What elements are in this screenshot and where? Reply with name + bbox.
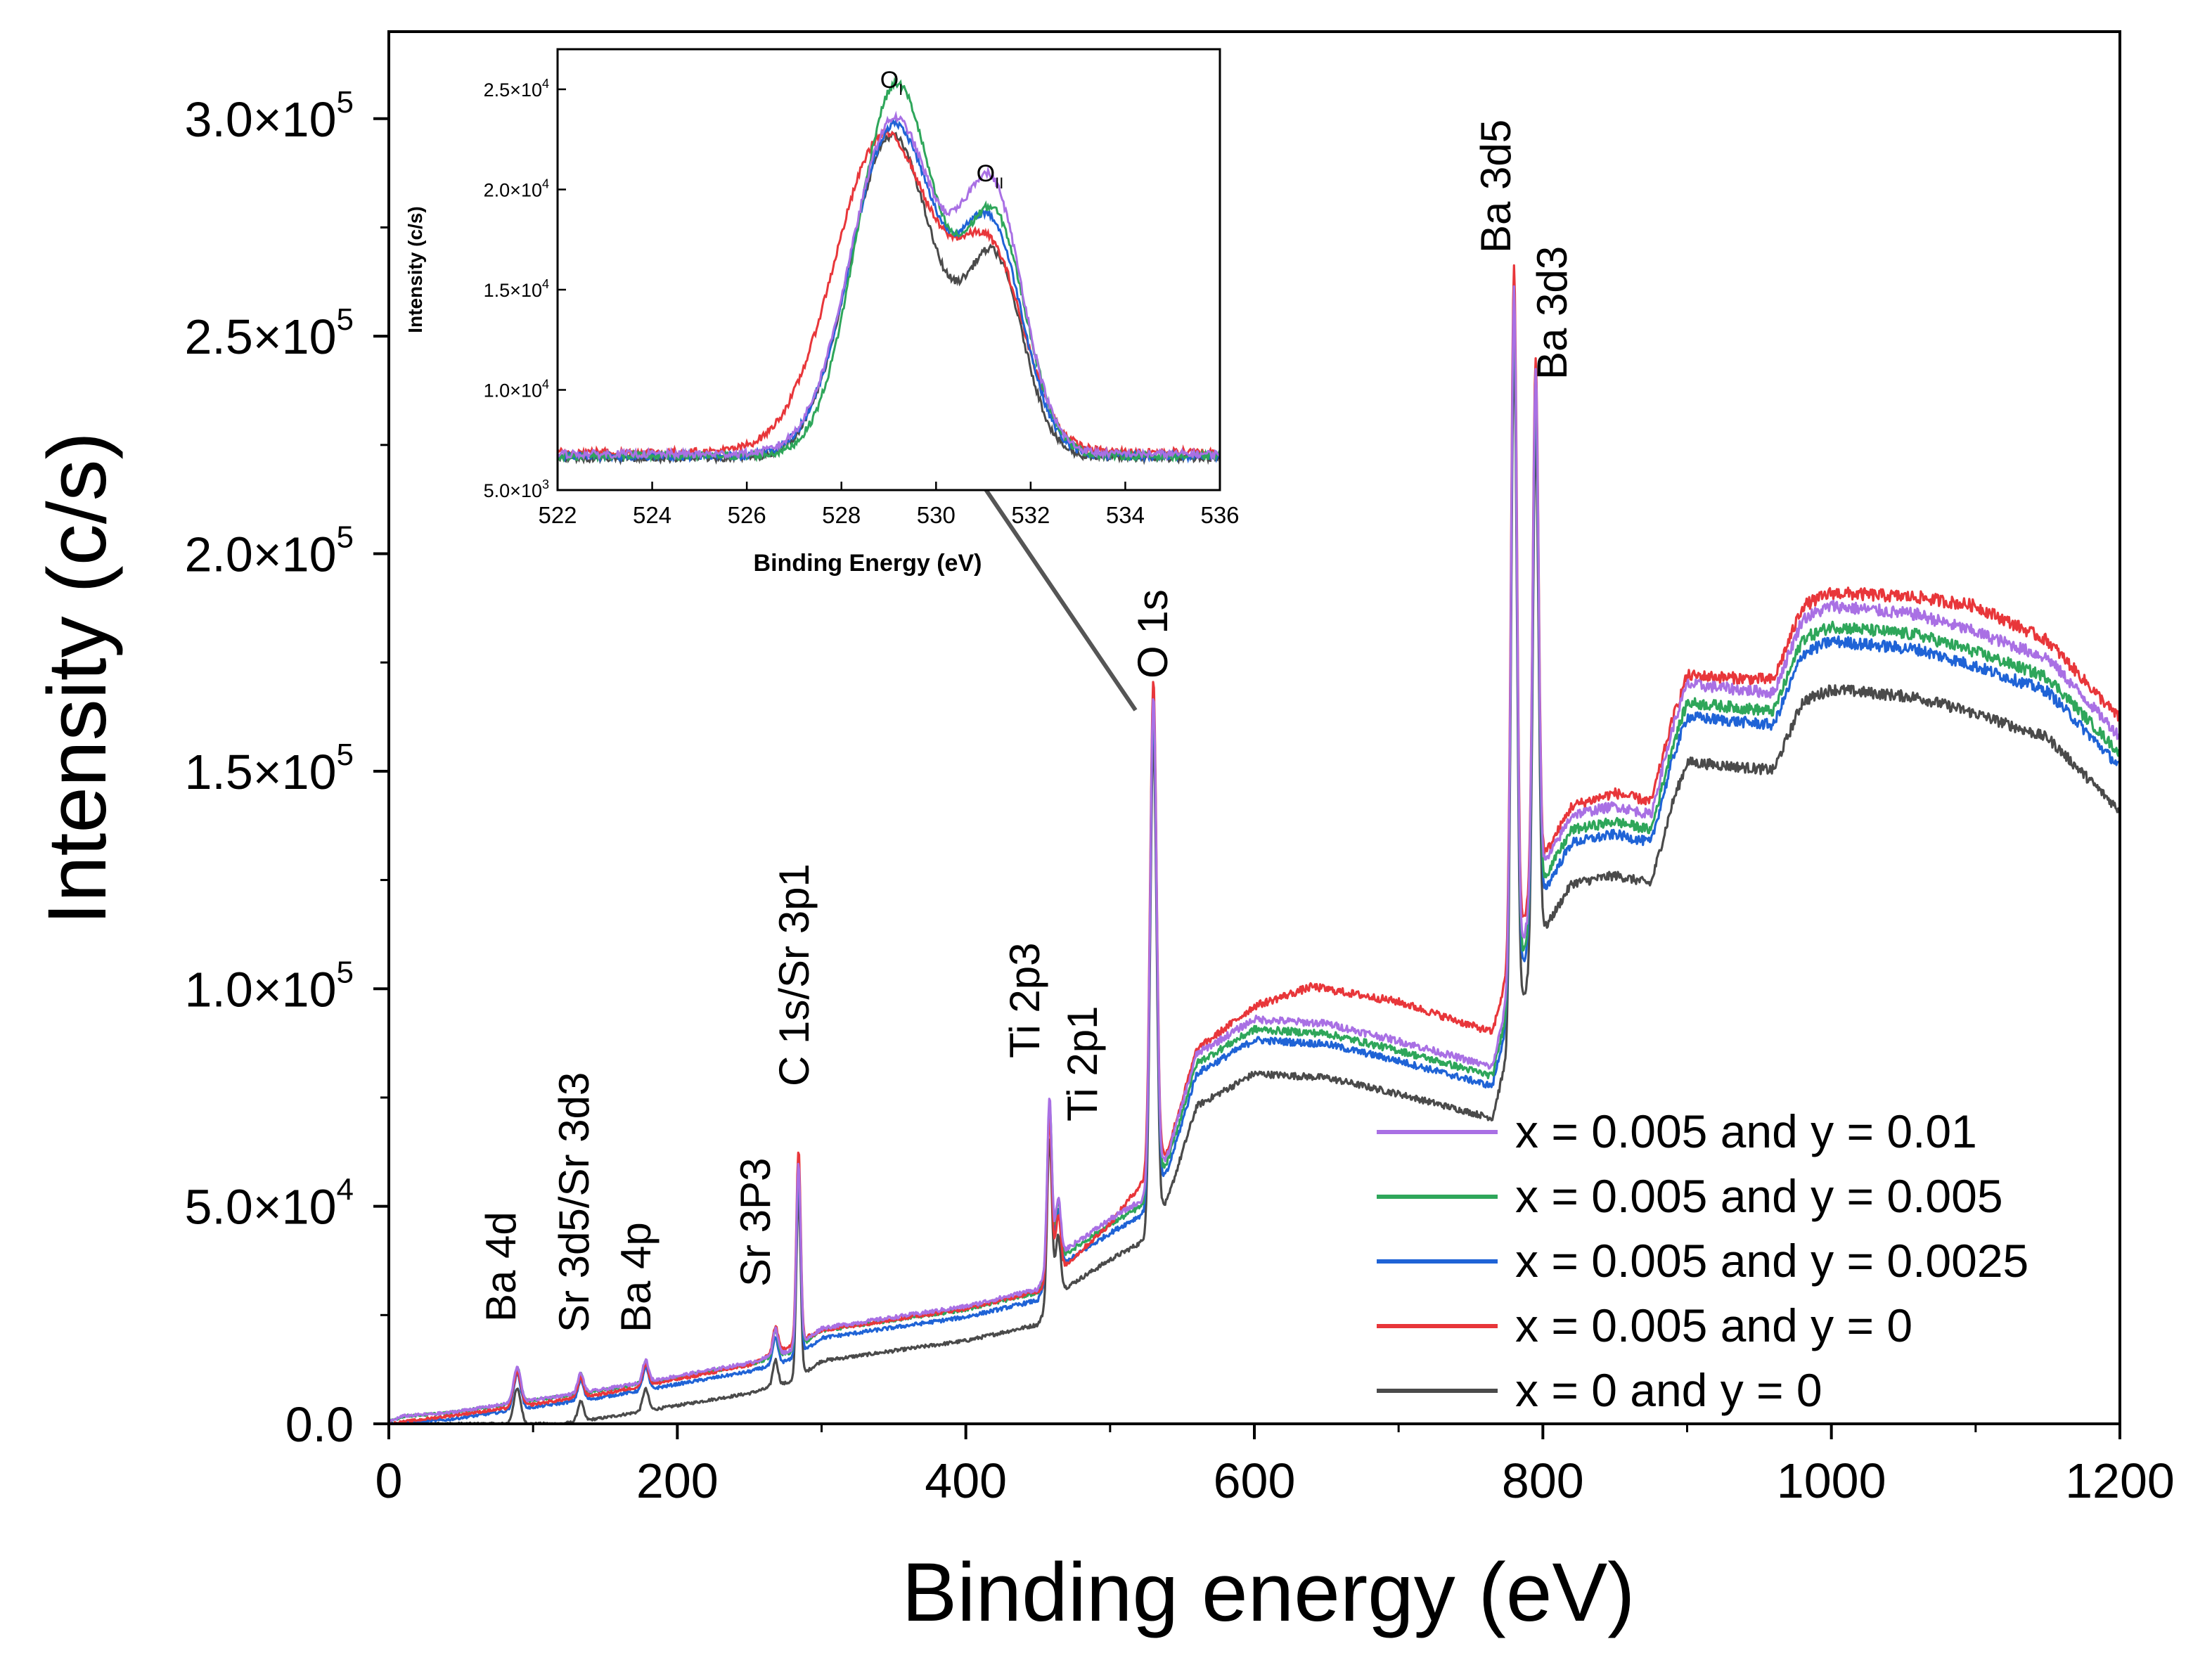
inset-y-tick-label: 5.0×103 <box>484 477 549 501</box>
inset-series-group <box>558 76 1220 465</box>
peak-label: Sr 3d5/Sr 3d3 <box>551 1072 598 1332</box>
peak-label: O 1s <box>1129 589 1176 679</box>
inset-y-axis-label: Intensity (c/s) <box>404 206 426 333</box>
peak-label: Ba 3d5 <box>1472 120 1519 253</box>
inset-x-axis-label: Binding Energy (eV) <box>754 550 982 577</box>
inset-x-tick-label: 524 <box>633 502 671 528</box>
y-tick-mantissa: 2.0×10 <box>184 527 336 582</box>
y-tick-exponent: 4 <box>337 1173 354 1207</box>
inset-y-tick-exponent: 4 <box>542 77 549 91</box>
y-tick-exponent: 5 <box>337 520 354 555</box>
y-tick-label: 2.5×105 <box>184 302 354 364</box>
inset-y-tick-exponent: 4 <box>542 378 549 392</box>
legend: x = 0.005 and y = 0.01 x = 0.005 and y = … <box>1377 1105 2028 1416</box>
y-tick-mantissa: 1.0×10 <box>184 962 336 1017</box>
inset-background <box>558 49 1220 490</box>
y-tick-exponent: 5 <box>337 955 354 989</box>
main-axes: 0 200 400 600 800 1000 12000.05.0×1041.0×1051.… <box>31 30 2175 1639</box>
x-tick-label: 600 <box>1214 1453 1296 1508</box>
inset-x-tick-label: 536 <box>1200 502 1239 528</box>
inset-frame <box>556 48 1221 491</box>
inset-y-tick-mantissa: 1.0×10 <box>484 380 542 401</box>
y-tick-label: 3.0×105 <box>184 85 354 147</box>
inset-x-tick-label: 528 <box>822 502 861 528</box>
inset-peak-label: OI <box>880 67 904 98</box>
y-tick-mantissa: 3.0×10 <box>184 92 336 147</box>
y-tick-label: 2.0×105 <box>184 520 354 582</box>
inset-y-tick-mantissa: 2.5×10 <box>484 79 542 101</box>
inset-series-line-0 <box>558 110 1220 462</box>
series-line-1 <box>389 300 2120 1422</box>
peak-label: Ba 4d <box>477 1211 525 1322</box>
y-tick-mantissa: 0.0 <box>285 1397 354 1452</box>
inset-y-tick-label: 1.0×104 <box>484 378 549 401</box>
inset-peak-label-base: O <box>880 67 899 94</box>
main-series-group <box>389 264 2120 1424</box>
peak-label: Sr 3P3 <box>732 1158 779 1287</box>
y-tick-label: 5.0×104 <box>184 1173 354 1235</box>
y-tick-mantissa: 1.5×10 <box>184 745 336 799</box>
inset-peak-label: OII <box>977 160 1004 192</box>
y-tick-label: 1.0×105 <box>184 955 354 1017</box>
legend-entry-label: x = 0.005 and y = 0 <box>1515 1299 1912 1351</box>
inset-y-tick-mantissa: 2.0×10 <box>484 180 542 201</box>
x-tick-label: 1000 <box>1777 1453 1886 1508</box>
inset-peak-label-sub: II <box>995 174 1003 192</box>
x-tick-label: 400 <box>925 1453 1007 1508</box>
legend-entry-label: x = 0.005 and y = 0.01 <box>1515 1105 1977 1157</box>
x-tick-label: 0 <box>375 1453 403 1508</box>
y-tick-label: 1.5×105 <box>184 738 354 799</box>
peak-label: Ti 2p1 <box>1059 1005 1106 1121</box>
x-tick-label: 200 <box>636 1453 719 1508</box>
y-axis-label: Intensity (c/s) <box>31 432 124 925</box>
inset-y-tick-exponent: 4 <box>542 277 549 291</box>
y-tick-mantissa: 5.0×10 <box>184 1180 336 1235</box>
inset-y-tick-mantissa: 1.5×10 <box>484 280 542 301</box>
inset-x-tick-label: 522 <box>538 502 577 528</box>
main-peak-annotations: Ba 4d Sr 3d5/Sr 3d3 Ba 4p Sr 3P3 C 1s/Sr 3p1… <box>477 120 1576 1332</box>
inset-chart: 522 524 526 528 530 532 534 5365.0×1031.0×1041.… <box>404 48 1240 577</box>
x-axis-label: Binding energy (eV) <box>902 1546 1635 1639</box>
legend-entry-label: x = 0.005 and y = 0.005 <box>1515 1170 2003 1222</box>
peak-label: Ba 3d3 <box>1529 246 1576 380</box>
series-line-2 <box>389 312 2120 1424</box>
peak-label: C 1s/Sr 3p1 <box>771 863 818 1086</box>
inset-peak-label-sub: I <box>899 81 903 98</box>
inset-x-tick-label: 532 <box>1011 502 1050 528</box>
inset-y-tick-exponent: 4 <box>542 177 549 191</box>
series-line-0 <box>389 285 2120 1424</box>
inset-y-tick-label: 2.0×104 <box>484 177 549 201</box>
series-line-3 <box>389 264 2120 1424</box>
y-tick-mantissa: 2.5×10 <box>184 309 336 364</box>
inset-y-tick-label: 1.5×104 <box>484 277 549 301</box>
inset-x-tick-label: 534 <box>1106 502 1145 528</box>
inset-y-tick-label: 2.5×104 <box>484 77 549 101</box>
inset-y-tick-exponent: 3 <box>542 477 549 491</box>
inset-y-tick-mantissa: 5.0×10 <box>484 480 542 501</box>
peak-label: Ba 4p <box>612 1222 660 1332</box>
legend-entry-label: x = 0 and y = 0 <box>1515 1364 1822 1416</box>
series-line-4 <box>389 340 2120 1424</box>
inset-x-tick-label: 526 <box>728 502 766 528</box>
x-tick-label: 800 <box>1502 1453 1584 1508</box>
y-tick-label: 0.0 <box>285 1397 354 1452</box>
legend-entry-label: x = 0.005 and y = 0.0025 <box>1515 1235 2028 1287</box>
y-tick-exponent: 5 <box>337 85 354 120</box>
y-tick-exponent: 5 <box>337 302 354 337</box>
y-tick-exponent: 5 <box>337 738 354 772</box>
x-tick-label: 1200 <box>2065 1453 2175 1508</box>
inset-x-tick-label: 530 <box>917 502 956 528</box>
peak-label: Ti 2p3 <box>1001 942 1048 1058</box>
inset-peak-label-base: O <box>977 160 995 187</box>
